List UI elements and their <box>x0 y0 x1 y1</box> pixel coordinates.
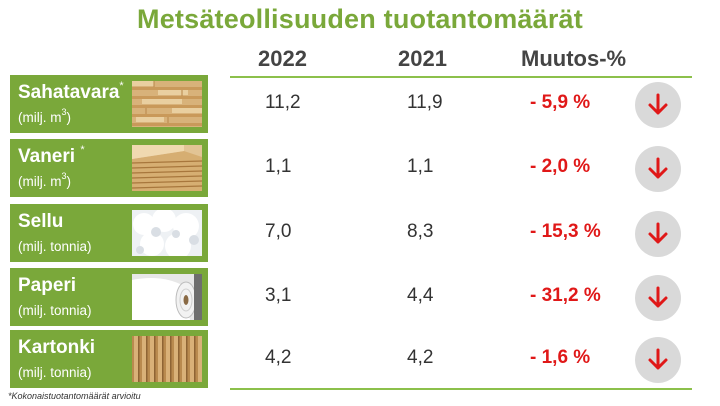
arrow-down-icon <box>648 348 668 370</box>
pulp-image <box>132 210 202 256</box>
sawn-timber-image <box>132 81 202 127</box>
table-row-kartonki: Kartonki (milj. tonnia) 4,2 4,2 - 1,6 % <box>10 330 700 388</box>
trend-indicator <box>635 146 681 192</box>
table-row-sahatavara: Sahatavara* (milj. m3) 11,2 11,9 - 5,9 % <box>10 75 700 133</box>
value-2022: 11,2 <box>265 92 301 113</box>
value-change: - 15,3 % <box>530 221 601 242</box>
row-unit: (milj. m3) <box>18 107 72 125</box>
column-header-change: Muutos-% <box>521 46 627 71</box>
row-name: Sahatavara* <box>18 80 124 103</box>
row-name: Paperi <box>18 275 77 296</box>
value-change: - 2,0 % <box>530 156 591 177</box>
table-row-vaneri: Vaneri * (milj. m3) 1,1 1,1 - 2,0 % <box>10 139 700 197</box>
corrugated-board-image <box>132 336 202 382</box>
value-change: - 5,9 % <box>530 92 591 113</box>
value-2021: 8,3 <box>407 221 434 242</box>
trend-indicator <box>635 211 681 257</box>
value-2022: 1,1 <box>265 156 292 177</box>
header-divider <box>230 76 692 78</box>
arrow-down-icon <box>648 286 668 308</box>
row-label-box: Sellu (milj. tonnia) <box>10 204 208 262</box>
value-2021: 11,9 <box>407 92 443 113</box>
value-2022: 7,0 <box>265 221 292 242</box>
arrow-down-icon <box>648 93 668 115</box>
table-row-sellu: Sellu (milj. tonnia) 7,0 8,3 - 15,3 % <box>10 204 700 262</box>
value-2022: 3,1 <box>265 285 292 306</box>
page-title: Metsäteollisuuden tuotantomäärät <box>137 4 583 34</box>
row-name: Sellu <box>18 211 64 232</box>
value-2021: 4,2 <box>407 347 434 368</box>
row-name: Vaneri * <box>18 144 85 167</box>
trend-indicator <box>635 337 681 383</box>
row-label-box: Kartonki (milj. tonnia) <box>10 330 208 388</box>
row-unit: (milj. m3) <box>18 171 72 189</box>
bottom-divider <box>230 388 692 390</box>
value-change: - 31,2 % <box>530 285 601 306</box>
value-2021: 4,4 <box>407 285 434 306</box>
row-label-box: Vaneri * (milj. m3) <box>10 139 208 197</box>
arrow-down-icon <box>648 222 668 244</box>
row-unit: (milj. tonnia) <box>18 303 92 318</box>
value-change: - 1,6 % <box>530 347 591 368</box>
row-unit: (milj. tonnia) <box>18 365 92 380</box>
table-row-paperi: Paperi (milj. tonnia) 3,1 4,4 - 31,2 % <box>10 268 700 326</box>
footnote: *Kokonaistuotantomäärät arvioitu <box>8 391 141 401</box>
row-label-box: Sahatavara* (milj. m3) <box>10 75 208 133</box>
plywood-image <box>132 145 202 191</box>
arrow-down-icon <box>648 157 668 179</box>
value-2022: 4,2 <box>265 347 292 368</box>
column-header-2022: 2022 <box>258 46 307 71</box>
row-unit: (milj. tonnia) <box>18 239 92 254</box>
row-label-box: Paperi (milj. tonnia) <box>10 268 208 326</box>
trend-indicator <box>635 275 681 321</box>
column-header-2021: 2021 <box>398 46 447 71</box>
paper-roll-image <box>132 274 202 320</box>
row-name: Kartonki <box>18 337 96 358</box>
trend-indicator <box>635 82 681 128</box>
value-2021: 1,1 <box>407 156 434 177</box>
